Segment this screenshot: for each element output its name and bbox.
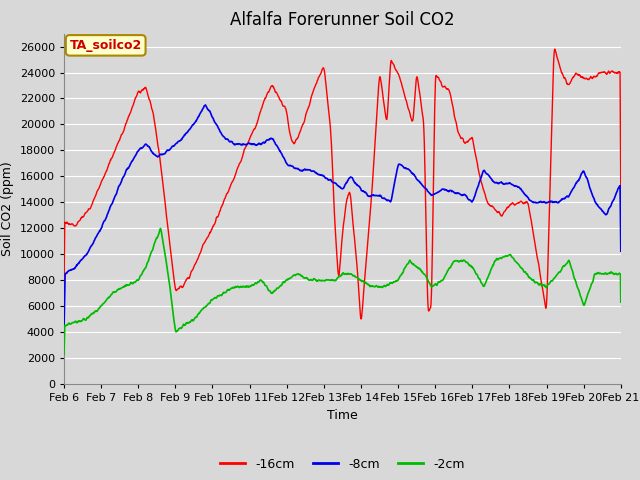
Legend: -16cm, -8cm, -2cm: -16cm, -8cm, -2cm [215,453,470,476]
X-axis label: Time: Time [327,408,358,421]
Y-axis label: Soil CO2 (ppm): Soil CO2 (ppm) [1,161,14,256]
Text: TA_soilco2: TA_soilco2 [70,39,142,52]
Title: Alfalfa Forerunner Soil CO2: Alfalfa Forerunner Soil CO2 [230,11,454,29]
